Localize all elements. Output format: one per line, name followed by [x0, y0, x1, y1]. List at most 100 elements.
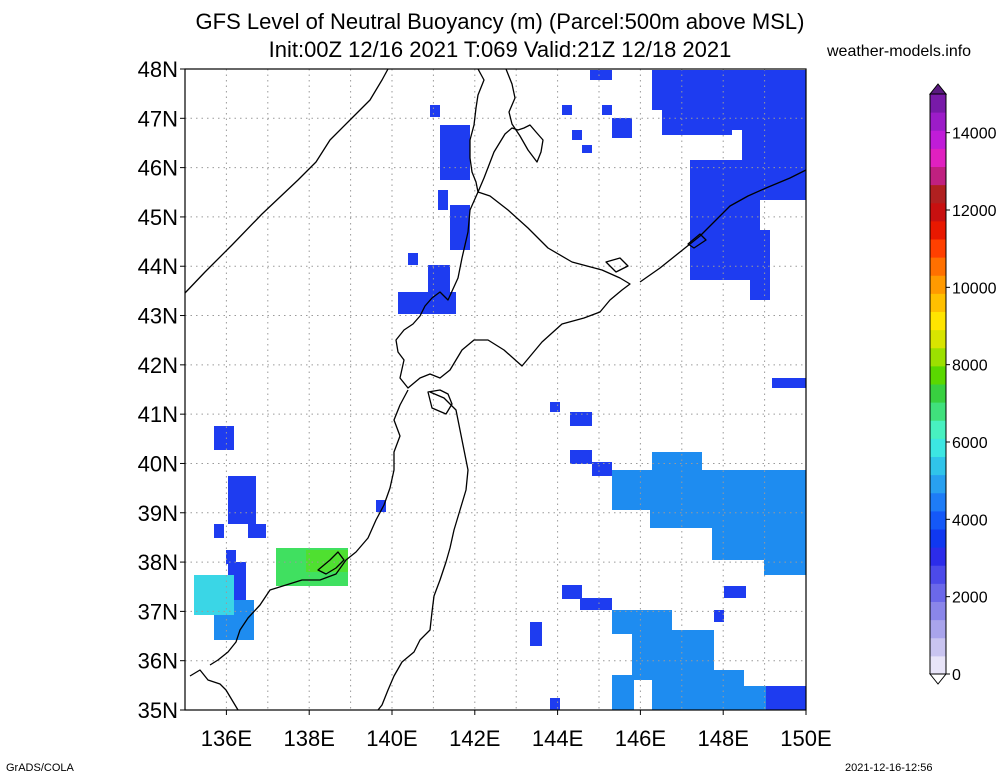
colorbar-segment — [930, 655, 946, 675]
colorbar-segment — [930, 456, 946, 476]
field-cell — [764, 686, 806, 710]
field-cell — [582, 145, 592, 153]
field-cell — [714, 610, 724, 622]
lon-label: 140E — [366, 726, 417, 751]
colorbar-segment — [930, 619, 946, 639]
field-cell — [716, 686, 766, 710]
grid-lines — [185, 69, 806, 710]
field-cell — [764, 540, 806, 575]
field-cell — [662, 100, 732, 135]
lat-label: 39N — [138, 501, 178, 526]
colorbar-label: 10000 — [952, 280, 997, 297]
lat-label: 45N — [138, 205, 178, 230]
colorbar-segment — [930, 130, 946, 149]
field-cell — [450, 205, 470, 250]
field-cell — [690, 160, 760, 280]
field-cell — [612, 675, 634, 710]
field-cell — [228, 476, 256, 524]
colorbar-segment — [930, 510, 946, 530]
colorbar — [928, 83, 948, 685]
lat-label: 48N — [138, 57, 178, 82]
field-cell — [562, 105, 572, 115]
coast-sado — [317, 551, 345, 575]
chart-title: GFS Level of Neutral Buoyancy (m) (Parce… — [195, 9, 805, 34]
lat-label: 47N — [138, 106, 178, 131]
field-cell — [612, 118, 632, 138]
field-cell — [408, 253, 418, 265]
lat-label: 40N — [138, 451, 178, 476]
field-cell — [550, 402, 560, 412]
lon-label: 146E — [615, 726, 666, 751]
colorbar-label: 4000 — [952, 512, 988, 529]
field-cell — [248, 524, 266, 538]
lon-label: 144E — [532, 726, 583, 751]
colorbar-label: 0 — [952, 667, 961, 684]
field-cell — [440, 125, 470, 180]
colorbar-segment — [930, 438, 946, 457]
footer-left: GrADS/COLA — [6, 762, 74, 774]
field-cell — [438, 190, 448, 210]
colorbar-segment — [930, 275, 946, 294]
colorbar-segment — [930, 257, 946, 276]
field-cell — [570, 412, 592, 426]
colorbar-segment — [930, 347, 946, 367]
field-cell — [602, 105, 612, 115]
colorbar-segment — [930, 402, 946, 421]
field-cell — [570, 450, 592, 464]
coast-boso — [189, 669, 239, 710]
colorbar-segment — [930, 239, 946, 258]
field-cell — [562, 585, 582, 599]
colorbar-segment — [930, 365, 946, 385]
coast-kuril-2 — [605, 233, 707, 273]
field-cell — [194, 575, 234, 615]
lon-label: 150E — [780, 726, 831, 751]
lat-label: 41N — [138, 402, 178, 427]
colorbar-label: 6000 — [952, 435, 988, 452]
coast-kuril — [639, 169, 806, 283]
colorbar-segment — [930, 202, 946, 222]
colorbar-segment — [930, 529, 946, 548]
latitude-labels: 35N 36N 37N 38N 39N 40N 41N 42N 43N 44N 45N 46N 47N 4… — [138, 57, 185, 723]
coast-hokkaido — [395, 191, 631, 389]
colorbar-segment — [930, 329, 946, 349]
lat-label: 46N — [138, 156, 178, 181]
colorbar-label: 2000 — [952, 590, 988, 607]
lat-label: 43N — [138, 304, 178, 329]
lat-label: 36N — [138, 649, 178, 674]
colorbar-segment — [930, 637, 946, 657]
colorbar-segment — [930, 583, 946, 602]
colorbar-segment — [930, 184, 946, 204]
lon-label: 142E — [449, 726, 500, 751]
colorbar-segment — [930, 492, 946, 512]
lon-label: 138E — [284, 726, 335, 751]
field-cell — [732, 95, 806, 130]
plot-frame — [184, 68, 807, 711]
field-cell — [214, 426, 234, 450]
coast-asia — [185, 69, 389, 294]
site-credit: weather-models.info — [827, 43, 972, 60]
field-cell — [592, 462, 612, 476]
colorbar-segment — [930, 384, 946, 403]
colorbar-segment — [930, 166, 946, 186]
colorbar-segment — [930, 148, 946, 167]
footer-right: 2021-12-16-12:56 — [845, 762, 933, 774]
colorbar-segment — [930, 565, 946, 584]
coast-honshu-north — [209, 389, 409, 666]
colorbar-segment — [930, 94, 946, 113]
colorbar-label: 12000 — [952, 203, 997, 220]
colorbar-frame — [929, 93, 947, 675]
colorbar-segment — [930, 311, 946, 331]
coast-sakhalin — [469, 69, 544, 193]
lat-label: 44N — [138, 254, 178, 279]
field-cell — [226, 550, 236, 564]
colorbar-segment — [930, 293, 946, 312]
colorbar-high-triangle — [928, 83, 948, 95]
field-cell — [590, 70, 612, 80]
lon-label: 136E — [201, 726, 252, 751]
colorbar-label: 14000 — [952, 126, 997, 143]
field-cell — [724, 586, 746, 598]
lon-label: 148E — [698, 726, 749, 751]
colorbar-segment — [930, 474, 946, 494]
lat-label: 38N — [138, 550, 178, 575]
